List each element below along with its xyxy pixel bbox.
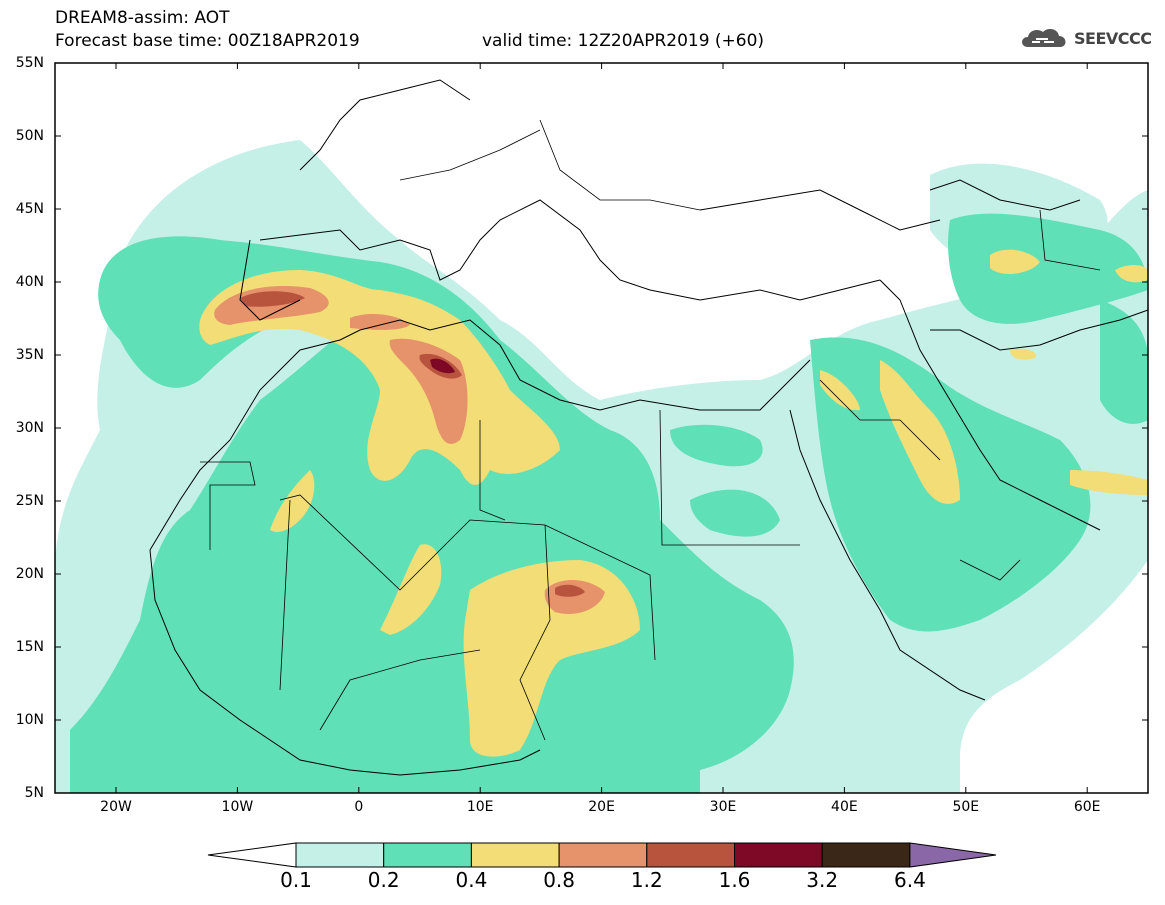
seevccc-logo: SEEVCCC (1018, 24, 1152, 52)
base-time: Forecast base time: 00Z18APR2019 (55, 31, 360, 51)
colorbar-level-label: 0.2 (367, 868, 400, 892)
lon-label: 10W (221, 799, 254, 815)
country-borders (200, 119, 1101, 741)
lat-label: 45N (15, 201, 44, 217)
cloud-icon (1022, 28, 1066, 47)
lon-label: 0 (354, 799, 364, 815)
colorbar-level-label: 1.2 (630, 868, 663, 892)
aot-contour-0.4 (199, 249, 1148, 757)
lon-label: 20W (100, 799, 132, 815)
lat-label: 20N (15, 566, 44, 582)
lat-label: 50N (15, 128, 44, 144)
colorbar-level-label: 0.8 (543, 868, 575, 892)
lon-label: 20E (588, 799, 615, 815)
aot-field (55, 140, 1148, 793)
lat-label: 35N (15, 347, 44, 363)
lat-label: 15N (15, 639, 44, 655)
lat-label: 25N (15, 493, 44, 509)
colorbar-level-label: 6.4 (893, 868, 926, 892)
coastlines (149, 79, 1148, 776)
lon-label: 30E (709, 799, 737, 815)
lon-label: 40E (831, 799, 858, 815)
lon-label: 10E (466, 799, 494, 815)
colorbar-level-label: 0.1 (280, 868, 312, 892)
lon-label: 50E (952, 799, 980, 815)
lat-label: 55N (15, 55, 44, 71)
axis-ticks (55, 62, 1148, 794)
aot-contour-1.6 (430, 358, 455, 374)
colorbar-level-label: 3.2 (806, 868, 839, 892)
logo-text: SEEVCCC (1074, 28, 1152, 48)
lat-label: 30N (15, 420, 44, 436)
lat-label: 10N (15, 712, 44, 728)
lon-label: 60E (1073, 799, 1101, 815)
colorbar-level-label: 0.4 (455, 868, 488, 892)
product-title: DREAM8-assim: AOT (55, 8, 230, 28)
lat-label: 5N (24, 785, 44, 801)
colorbar-level-label: 1.6 (718, 868, 751, 892)
lat-label: 40N (15, 274, 44, 290)
valid-time: valid time: 12Z20APR2019 (+60) (482, 31, 765, 51)
